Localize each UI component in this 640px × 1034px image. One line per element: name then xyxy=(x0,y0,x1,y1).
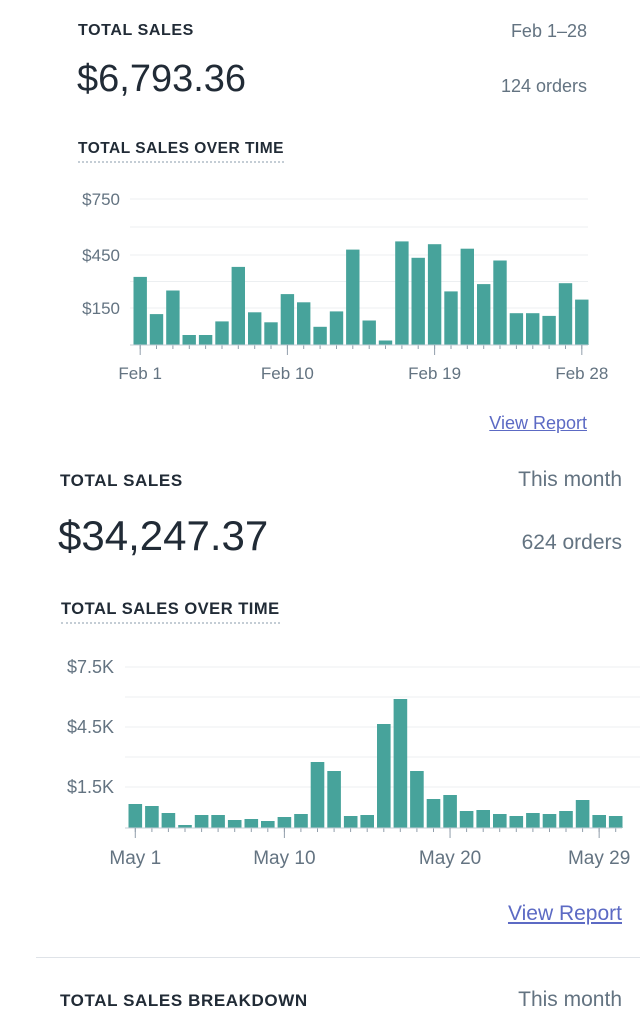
chart-bar xyxy=(542,315,556,345)
view-report-link[interactable]: View Report xyxy=(489,413,587,433)
period-label: Feb 1–28 xyxy=(510,21,587,41)
chart-bar xyxy=(410,771,424,828)
chart-bar xyxy=(559,811,573,828)
chart-bar xyxy=(313,326,327,345)
y-tick-label: $4.5K xyxy=(67,717,114,737)
x-tick-label: Feb 28 xyxy=(555,364,608,383)
y-tick-label: $1.5K xyxy=(67,777,114,797)
sales-breakdown-card: TOTAL SALES BREAKDOWN This month xyxy=(0,960,640,1034)
card-title: TOTAL SALES xyxy=(60,471,183,490)
chart-bar xyxy=(310,762,325,828)
chart-bar xyxy=(575,800,590,828)
x-tick-label: May 29 xyxy=(568,848,630,869)
chart-bar xyxy=(393,699,408,828)
x-tick-label: Feb 19 xyxy=(408,364,461,383)
x-tick-label: May 1 xyxy=(109,848,161,869)
chart-bar xyxy=(459,811,474,828)
chart-bar xyxy=(294,814,308,828)
chart-bar xyxy=(378,340,393,345)
chart-bar xyxy=(443,795,457,828)
chart-bar xyxy=(509,816,524,828)
chart-bar xyxy=(227,820,242,828)
chart-bar xyxy=(178,825,192,828)
chart-bar xyxy=(542,814,557,828)
chart-bar xyxy=(427,244,442,345)
chart-bar xyxy=(526,813,540,828)
chart-bar xyxy=(161,813,176,828)
y-tick-label: $450 xyxy=(82,246,120,265)
chart-bar xyxy=(194,815,209,828)
total-amount: $6,793.36 xyxy=(77,58,247,100)
chart-bar xyxy=(395,241,409,345)
y-tick-label: $7.5K xyxy=(67,657,114,677)
chart-bar xyxy=(343,816,358,828)
total-amount: $34,247.37 xyxy=(58,512,269,559)
chart-bar xyxy=(493,260,507,345)
y-tick-label: $750 xyxy=(82,190,120,209)
chart-bar xyxy=(426,799,441,828)
chart-bar xyxy=(198,335,213,345)
chart-bar xyxy=(297,302,311,345)
chart-bar xyxy=(444,291,458,345)
y-tick-label: $150 xyxy=(82,299,120,318)
chart-bar xyxy=(477,284,491,345)
chart-bar xyxy=(329,311,344,345)
x-tick-label: May 10 xyxy=(253,848,315,869)
chart-bar xyxy=(277,817,292,828)
chart-bar xyxy=(211,815,225,828)
chart-bar xyxy=(133,276,147,345)
view-report-link[interactable]: View Report xyxy=(507,902,622,925)
period-label: This month xyxy=(518,468,622,491)
chart-title: TOTAL SALES OVER TIME xyxy=(78,140,284,163)
x-tick-label: Feb 10 xyxy=(261,364,314,383)
chart-bar xyxy=(261,821,275,828)
period-label: This month xyxy=(518,988,622,1011)
chart-bar xyxy=(166,290,180,345)
chart-bar xyxy=(558,283,573,345)
chart-bar xyxy=(608,816,623,828)
x-tick-label: Feb 1 xyxy=(118,364,161,383)
chart-bar xyxy=(248,312,262,345)
chart-bar xyxy=(145,806,159,828)
chart-bar xyxy=(128,804,143,828)
section-divider xyxy=(36,957,640,958)
chart-bar xyxy=(280,294,295,345)
chart-bar xyxy=(493,814,507,828)
chart-bar xyxy=(509,313,524,345)
chart-bar xyxy=(526,313,540,345)
chart-title: TOTAL SALES OVER TIME xyxy=(61,600,280,624)
sales-chart-month: $1.5K $4.5K $7.5K May 1 May 10 May 20 May 29 xyxy=(67,657,640,869)
card-title: TOTAL SALES xyxy=(78,22,194,39)
chart-bar xyxy=(575,299,589,345)
chart-bar xyxy=(215,321,229,345)
sales-card-month: TOTAL SALES This month $34,247.37 624 or… xyxy=(58,468,640,925)
chart-bar xyxy=(182,335,196,345)
chart-bar xyxy=(231,266,245,345)
chart-bar xyxy=(362,320,376,345)
chart-bar xyxy=(149,314,164,345)
x-tick-label: May 20 xyxy=(419,848,481,869)
chart-bar xyxy=(476,810,490,828)
chart-bar xyxy=(264,322,278,345)
orders-count: 624 orders xyxy=(521,531,622,554)
chart-bar xyxy=(360,815,374,828)
orders-count: 124 orders xyxy=(500,76,587,96)
chart-bar xyxy=(460,248,474,345)
chart-bar xyxy=(346,249,360,345)
chart-bar xyxy=(327,771,341,828)
sales-card-feb: TOTAL SALES Feb 1–28 $6,793.36 124 order… xyxy=(0,0,640,440)
sales-chart-feb: $150 $450 $750 Feb 1 Feb 10 Feb 19 Feb 28 xyxy=(82,190,608,383)
chart-bar xyxy=(377,724,391,828)
chart-bar xyxy=(411,257,425,345)
card-title: TOTAL SALES BREAKDOWN xyxy=(60,991,308,1010)
chart-bar xyxy=(244,819,259,828)
chart-bar xyxy=(592,815,606,828)
